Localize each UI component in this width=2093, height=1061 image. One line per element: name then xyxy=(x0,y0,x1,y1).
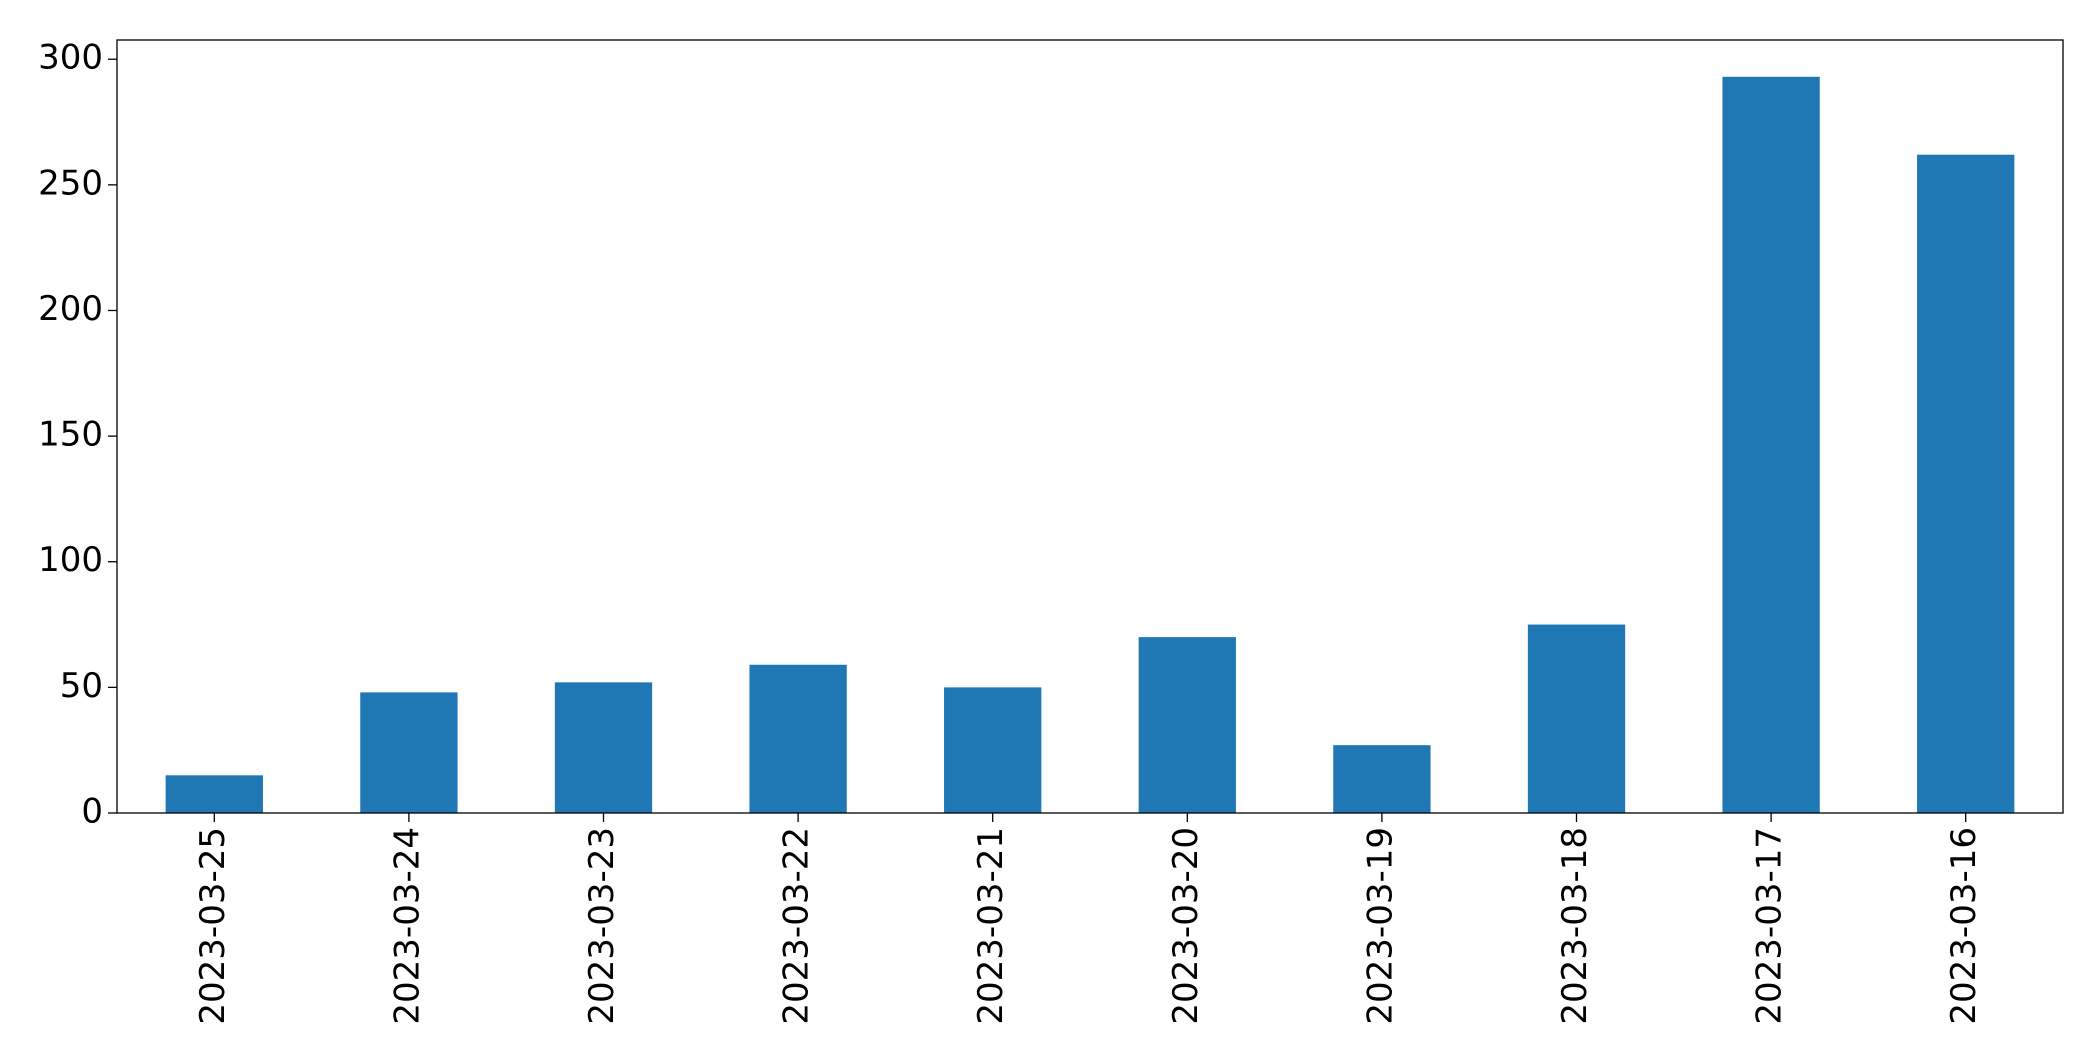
y-tick-label: 300 xyxy=(38,38,103,78)
x-tick-label: 2023-03-16 xyxy=(1944,827,1984,1025)
bar xyxy=(749,664,847,813)
x-tick-label: 2023-03-24 xyxy=(387,827,427,1025)
bar xyxy=(944,687,1042,813)
y-tick-label: 100 xyxy=(38,540,103,580)
x-tick-label: 2023-03-21 xyxy=(971,827,1011,1025)
y-tick-label: 150 xyxy=(38,415,103,455)
y-tick-label: 200 xyxy=(38,289,103,329)
x-tick-label: 2023-03-20 xyxy=(1166,827,1206,1025)
plot-frame xyxy=(116,39,2064,814)
x-tick-label: 2023-03-18 xyxy=(1555,827,1595,1025)
bar xyxy=(1527,624,1626,813)
bar xyxy=(1917,154,2015,814)
y-tick-label: 0 xyxy=(81,792,103,832)
x-tick-label: 2023-03-17 xyxy=(1750,827,1790,1025)
bar xyxy=(1138,637,1236,813)
x-tick-label: 2023-03-25 xyxy=(193,827,233,1025)
y-tick-label: 50 xyxy=(60,666,103,706)
bar xyxy=(554,682,653,813)
x-tick-label: 2023-03-23 xyxy=(582,827,622,1025)
bar xyxy=(1722,76,1820,814)
x-tick-label: 2023-03-19 xyxy=(1360,827,1400,1025)
x-tick-label: 2023-03-22 xyxy=(777,827,817,1025)
bar xyxy=(1333,745,1431,813)
bar xyxy=(165,775,263,813)
y-tick-label: 250 xyxy=(38,163,103,203)
bar xyxy=(360,692,458,813)
